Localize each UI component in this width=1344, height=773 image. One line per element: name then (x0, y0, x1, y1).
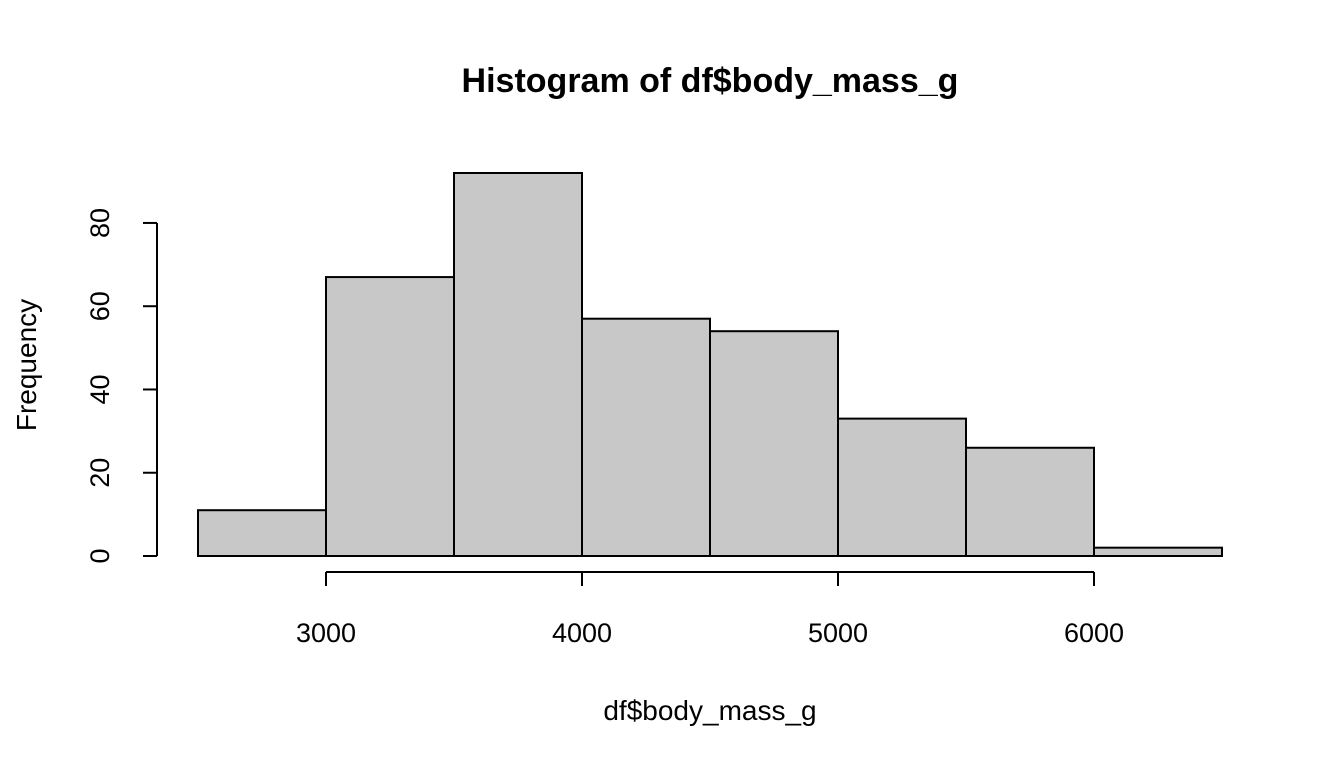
histogram-bar-2 (325, 276, 455, 557)
histogram-bar-6 (837, 417, 967, 557)
y-tick-label-0: 0 (85, 548, 115, 563)
y-tick-label-80: 80 (85, 208, 115, 238)
histogram-bar-3 (453, 172, 583, 557)
histogram-bar-4 (581, 317, 711, 557)
x-tick-label-4000: 4000 (552, 618, 612, 648)
y-axis: 0 20 40 60 80 (85, 208, 158, 564)
y-tick-label-40: 40 (85, 374, 115, 404)
x-tick-label-5000: 5000 (808, 618, 868, 648)
histogram-bar-7 (965, 446, 1095, 557)
x-axis-label: df$body_mass_g (603, 695, 816, 726)
histogram-bar-8 (1093, 546, 1223, 557)
y-axis-label: Frequency (11, 299, 42, 431)
histogram-bar-5 (709, 330, 839, 557)
x-tick-label-3000: 3000 (296, 618, 356, 648)
x-tick-label-6000: 6000 (1064, 618, 1124, 648)
x-axis: 3000 4000 5000 6000 (296, 571, 1124, 648)
histogram-bar-1 (197, 509, 327, 557)
y-tick-label-20: 20 (85, 458, 115, 488)
bars-group (197, 172, 1223, 557)
y-tick-label-60: 60 (85, 291, 115, 321)
chart-title: Histogram of df$body_mass_g (462, 62, 959, 100)
